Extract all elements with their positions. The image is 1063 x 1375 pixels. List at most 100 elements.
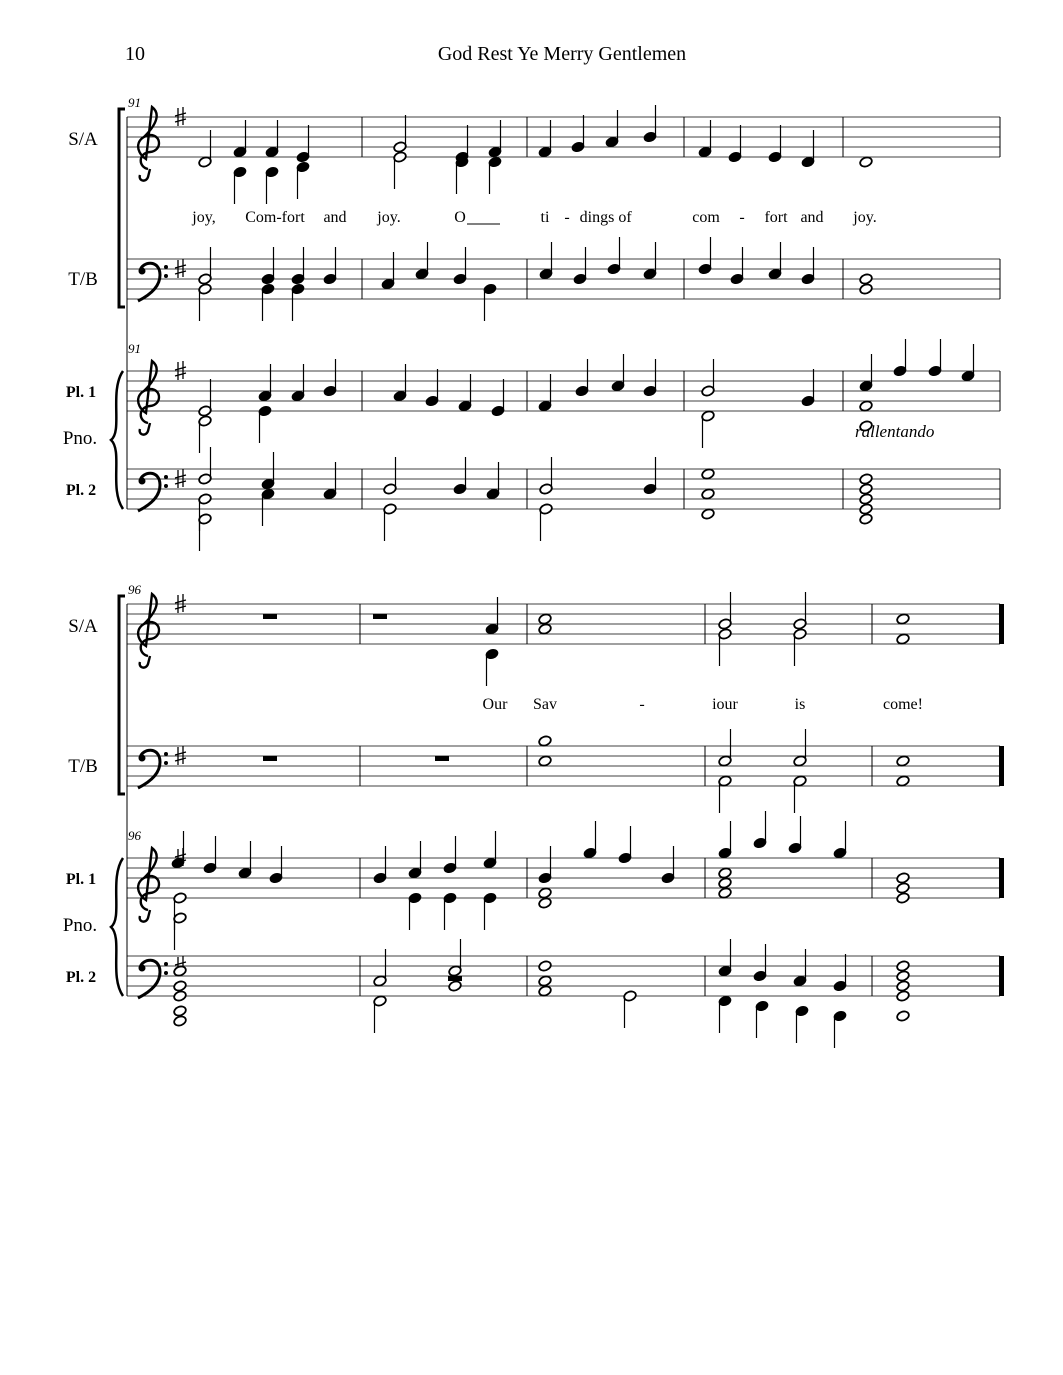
staff-label: Pno. [63,915,97,936]
notehead [859,473,873,485]
notehead [538,735,552,747]
key-signature [174,361,187,380]
measure-number: 96 [128,828,142,843]
piano-brace [109,857,125,997]
notehead [896,755,910,767]
lyric: come! [883,696,923,713]
bass-clef-dot [138,964,146,972]
lyric: com [692,209,720,226]
final-barline [999,746,1004,786]
staff-label: Pl. 1 [66,871,96,888]
treble-clef [137,591,161,669]
notehead [538,975,552,987]
lyric: dings [580,209,615,226]
lyric: of [618,209,632,226]
notehead [859,400,873,412]
notation: S/A T/B Pl. 1 Pno. Pl. 2 91 91 joy, Com-fort and j… [63,95,1004,1048]
notehead [859,493,873,505]
key-signature [174,956,187,975]
lyric: Sav [533,696,557,713]
staff-label: Pno. [63,428,97,449]
bass-clef [137,748,162,790]
key-signature [174,746,187,765]
notehead [718,887,732,899]
bass-clef-dot [164,971,168,975]
lyric: Com-fort [245,209,305,226]
measure-number: 91 [128,341,141,356]
notehead [173,980,187,992]
notehead [896,613,910,625]
lyric: - [739,209,744,226]
bass-clef [137,958,162,1000]
notehead [701,468,715,480]
notehead [718,877,732,889]
key-signature [174,107,187,126]
rest [448,976,462,981]
bass-clef [137,261,162,303]
notehead [701,508,715,520]
notehead [718,867,732,879]
bass-clef [137,471,162,513]
final-barline [999,858,1004,898]
final-barline [999,604,1004,644]
expression: rallentando [855,422,934,441]
bass-clef-dot [138,477,146,485]
bass-clef-dot [164,265,168,269]
notehead [859,513,873,525]
notehead [173,1005,187,1017]
lyric: is [795,696,806,713]
rest [373,614,387,619]
notehead [896,775,910,787]
notehead [448,980,462,992]
notehead [538,960,552,972]
lyric: and [323,209,346,226]
notehead [896,960,910,972]
notehead [896,872,910,884]
staff-label: T/B [68,756,98,777]
notehead [896,980,910,992]
lyric: ti [541,209,550,226]
key-signature [174,469,187,488]
measure-number: 91 [128,95,141,110]
bass-clef-dot [164,274,168,278]
notehead [896,892,910,904]
notehead [859,420,873,432]
notehead [538,985,552,997]
bass-clef-dot [164,761,168,765]
notehead [538,623,552,635]
lyric: joy. [376,209,400,226]
staff-label: S/A [68,129,98,150]
lyric: - [564,209,569,226]
notehead [538,755,552,767]
notehead [896,1010,910,1022]
lyric: joy. [852,209,876,226]
treble-clef [137,104,161,182]
notehead [538,897,552,909]
key-signature [174,259,187,278]
notehead [701,488,715,500]
staff-label: Pl. 2 [66,969,96,986]
notehead [859,503,873,515]
notehead [859,283,873,295]
key-signature [174,594,187,613]
staff-label: Pl. 1 [66,384,96,401]
rest [263,756,277,761]
piano-brace [109,370,125,510]
bass-clef-dot [164,962,168,966]
notehead [896,882,910,894]
page-number: 10 [125,43,145,65]
lyric: and [800,209,823,226]
bass-clef-dot [164,475,168,479]
treble-clef [137,358,161,436]
notehead [896,990,910,1002]
measure-number: 96 [128,582,142,597]
bass-clef-dot [138,754,146,762]
bass-clef-dot [164,752,168,756]
notehead [896,633,910,645]
lyric: O [454,209,466,226]
final-barline [999,956,1004,996]
notehead [173,1015,187,1027]
staff-label: Pl. 2 [66,482,96,499]
notehead [859,273,873,285]
